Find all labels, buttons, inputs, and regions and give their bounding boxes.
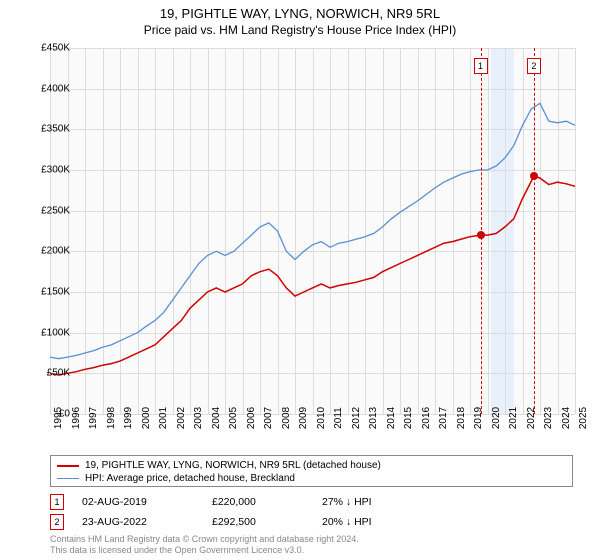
- sale-marker-icon: 2: [50, 514, 64, 530]
- legend-label: HPI: Average price, detached house, Brec…: [85, 473, 295, 484]
- sale-price: £220,000: [212, 496, 322, 508]
- plot-area: 12: [50, 48, 575, 414]
- sale-price: £292,500: [212, 516, 322, 528]
- sale-date: 02-AUG-2019: [82, 496, 212, 508]
- sale-date: 23-AUG-2022: [82, 516, 212, 528]
- legend-swatch: [57, 478, 79, 479]
- series-lines: [50, 48, 575, 414]
- legend-item-property: 19, PIGHTLE WAY, LYNG, NORWICH, NR9 5RL …: [57, 459, 566, 472]
- sale-pct: 20% ↓ HPI: [322, 516, 422, 528]
- sales-table: 1 02-AUG-2019 £220,000 27% ↓ HPI 2 23-AU…: [50, 492, 422, 532]
- chart-title: 19, PIGHTLE WAY, LYNG, NORWICH, NR9 5RL: [0, 0, 600, 21]
- footer-attribution: Contains HM Land Registry data © Crown c…: [50, 534, 359, 556]
- sale-marker-icon: 1: [50, 494, 64, 510]
- legend: 19, PIGHTLE WAY, LYNG, NORWICH, NR9 5RL …: [50, 455, 573, 487]
- legend-swatch: [57, 465, 79, 467]
- chart-subtitle: Price paid vs. HM Land Registry's House …: [0, 21, 600, 37]
- footer-line1: Contains HM Land Registry data © Crown c…: [50, 534, 359, 545]
- legend-label: 19, PIGHTLE WAY, LYNG, NORWICH, NR9 5RL …: [85, 460, 381, 471]
- legend-item-hpi: HPI: Average price, detached house, Brec…: [57, 472, 566, 485]
- sale-pct: 27% ↓ HPI: [322, 496, 422, 508]
- chart-container: 19, PIGHTLE WAY, LYNG, NORWICH, NR9 5RL …: [0, 0, 600, 560]
- sales-row: 2 23-AUG-2022 £292,500 20% ↓ HPI: [50, 512, 422, 532]
- sales-row: 1 02-AUG-2019 £220,000 27% ↓ HPI: [50, 492, 422, 512]
- footer-line2: This data is licensed under the Open Gov…: [50, 545, 359, 556]
